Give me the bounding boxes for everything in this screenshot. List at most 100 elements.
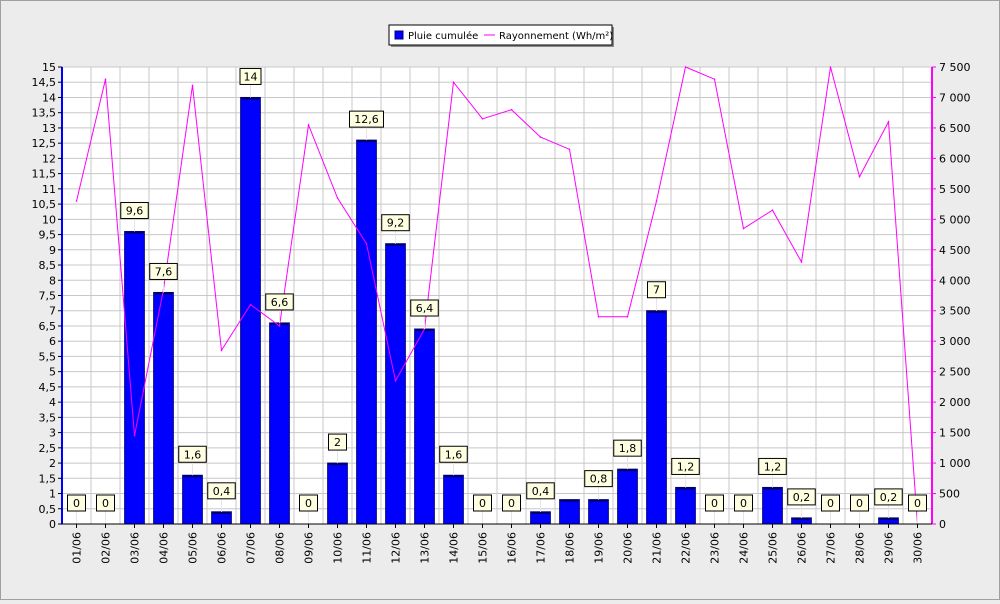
left-tick-label: 15 — [42, 61, 56, 74]
data-label: 12,6 — [349, 110, 384, 141]
data-label: 6,6 — [265, 293, 294, 323]
radiation-point — [539, 136, 542, 138]
x-tick-label: 03/06 — [129, 532, 142, 564]
x-tick-label: 12/06 — [390, 532, 403, 564]
right-tick-label: 4 500 — [939, 244, 971, 257]
data-label-box — [821, 494, 840, 512]
radiation-point — [626, 316, 629, 318]
left-tick-label: 12 — [42, 152, 56, 165]
left-tick-label: 7 — [49, 305, 56, 318]
x-tick-label: 06/06 — [216, 532, 229, 564]
data-label: 1,6 — [178, 445, 207, 476]
x-tick-label: 19/06 — [593, 532, 606, 564]
data-label-box — [734, 494, 753, 512]
x-tick-label: 25/06 — [767, 532, 780, 564]
legend[interactable]: Pluie cumulée Rayonnement (Wh/m²) — [388, 24, 614, 47]
legend-line-label: Rayonnement (Wh/m²) — [499, 31, 613, 42]
data-label-text: 9,2 — [387, 217, 405, 230]
legend-box — [388, 24, 613, 46]
radiation-point — [394, 380, 397, 382]
x-tick-label: 29/06 — [883, 532, 896, 564]
data-label: 0 — [502, 494, 521, 524]
data-label-box — [647, 281, 666, 299]
legend-bar-swatch — [394, 30, 404, 40]
x-tick-label: 28/06 — [854, 532, 867, 564]
radiation-point — [887, 121, 890, 123]
left-tick-label: 2 — [49, 457, 56, 470]
right-tick-label: 7 000 — [939, 91, 971, 104]
radiation-point — [771, 209, 774, 211]
radiation-point — [191, 84, 194, 87]
data-label-box — [410, 299, 439, 317]
bar — [646, 310, 667, 525]
x-tick-label: 02/06 — [100, 532, 113, 564]
left-tick-label: 9,5 — [39, 229, 57, 242]
data-label-text: 9,6 — [126, 205, 144, 218]
data-label: 0,8 — [584, 470, 613, 500]
x-tick-label: 26/06 — [796, 532, 809, 564]
x-tick-label: 15/06 — [477, 532, 490, 564]
axes: 00,511,522,533,544,555,566,577,588,599,5… — [32, 61, 971, 564]
bar — [617, 468, 638, 525]
data-label: 0,4 — [526, 482, 555, 512]
x-tick-label: 22/06 — [680, 532, 693, 564]
right-tick-label: 4 000 — [939, 274, 971, 287]
data-label-text: 0 — [479, 497, 486, 510]
radiation-point — [742, 227, 745, 230]
radiation-point — [249, 303, 252, 306]
left-tick-label: 6,5 — [39, 320, 57, 333]
data-label: 14 — [239, 67, 262, 98]
data-label-text: 12,6 — [354, 113, 379, 126]
data-label: 1,6 — [439, 445, 468, 476]
data-label-box — [787, 488, 816, 506]
x-tick-label: 07/06 — [245, 532, 258, 564]
left-tick-label: 6 — [49, 335, 56, 348]
radiation-point — [220, 349, 223, 352]
radiation-point — [684, 66, 687, 68]
left-tick-label: 5,5 — [39, 350, 57, 363]
bar — [182, 474, 203, 525]
data-label: 0 — [705, 494, 724, 524]
data-label-box — [207, 482, 236, 500]
radiation-point — [858, 175, 861, 178]
data-label-box — [473, 494, 492, 512]
data-label-box — [850, 494, 869, 512]
data-label: 0,2 — [787, 488, 816, 518]
left-tick-label: 0,5 — [39, 503, 57, 516]
radiation-point — [452, 81, 455, 84]
right-tick-label: 5 000 — [939, 213, 971, 226]
left-tick-label: 10,5 — [32, 198, 57, 211]
data-label-text: 0 — [73, 497, 80, 510]
radiation-point — [597, 316, 600, 318]
data-label-text: 0 — [914, 497, 921, 510]
bar — [269, 322, 290, 525]
bar — [559, 499, 580, 525]
radiation-point — [800, 261, 803, 263]
data-label: 9,2 — [381, 214, 410, 244]
left-tick-label: 0 — [49, 518, 56, 531]
bar — [414, 328, 435, 525]
radiation-line — [76, 66, 918, 525]
bar — [356, 139, 377, 525]
radiation-point — [510, 108, 513, 111]
bar — [240, 96, 261, 525]
left-tick-label: 8 — [49, 274, 56, 287]
data-label-box — [874, 488, 903, 506]
left-tick-label: 12,5 — [32, 137, 57, 150]
data-label-text: 0 — [305, 497, 312, 510]
data-label-text: 2 — [334, 436, 341, 449]
x-tick-label: 11/06 — [361, 532, 374, 564]
right-tick-label: 6 500 — [939, 122, 971, 135]
data-label-text: 1,2 — [677, 460, 695, 473]
bar — [588, 499, 609, 525]
right-tick-label: 1 000 — [939, 457, 971, 470]
radiation-point — [75, 200, 78, 202]
left-tick-label: 13 — [42, 122, 56, 135]
radiation-point — [133, 434, 136, 437]
data-label-text: 0,2 — [880, 491, 898, 504]
data-label: 2 — [328, 433, 347, 464]
data-label-box — [149, 262, 178, 280]
data-label-box — [613, 439, 642, 457]
data-label-text: 7 — [653, 284, 660, 297]
